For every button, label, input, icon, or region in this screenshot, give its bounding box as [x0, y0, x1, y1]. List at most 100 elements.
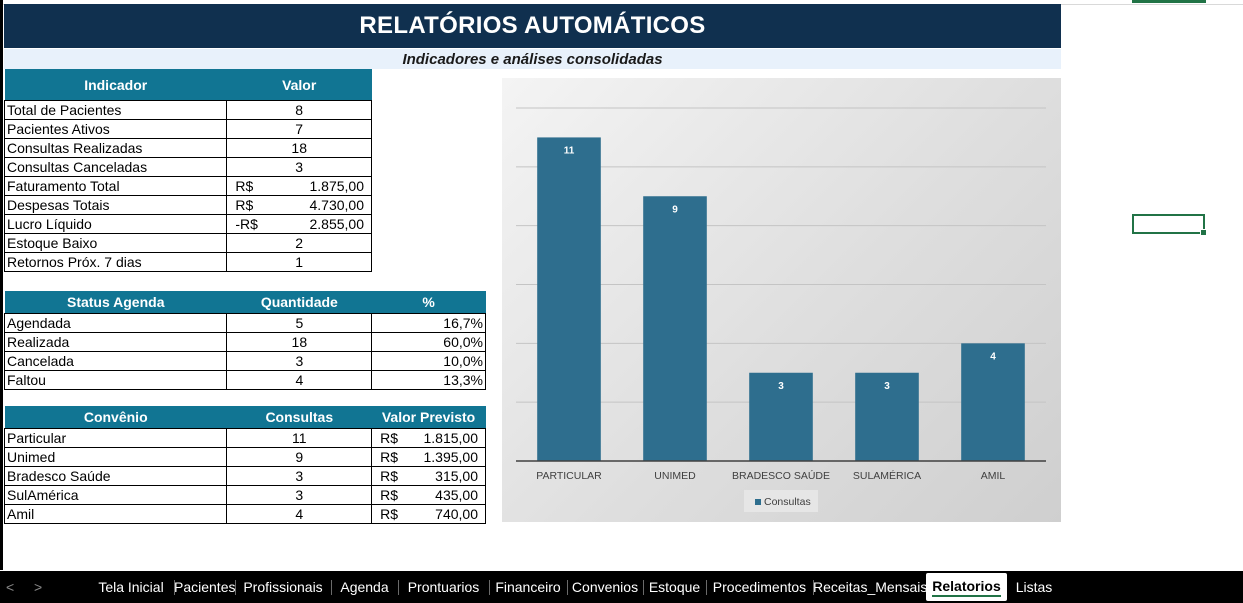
- sheet-tab-agenda[interactable]: Agenda: [331, 571, 398, 603]
- data-label: 3: [884, 381, 890, 392]
- x-tick-label: BRADESCO SAÚDE: [732, 469, 830, 482]
- sheet-tab-label: Financeiro: [495, 579, 561, 595]
- agenda-percent[interactable]: 13,3%: [371, 370, 486, 390]
- indicator-label[interactable]: Pacientes Ativos: [3, 119, 228, 139]
- header-valor-previsto[interactable]: Valor Previsto: [371, 406, 486, 429]
- chart-svg: 11 PARTICULAR 9 UNIMED 3 BRADESCO SAÚDE 3 SULAM…: [516, 107, 1046, 512]
- agenda-percent[interactable]: 16,7%: [371, 313, 486, 333]
- bar-amil: [961, 343, 1025, 461]
- indicator-label[interactable]: Consultas Canceladas: [3, 157, 228, 177]
- sheet-tab-label: Estoque: [648, 579, 701, 595]
- indicator-value[interactable]: 18: [226, 138, 372, 158]
- header-consultas[interactable]: Consultas: [226, 406, 372, 429]
- convenio-name[interactable]: Amil: [3, 504, 228, 524]
- consultas-chart[interactable]: 11 PARTICULAR 9 UNIMED 3 BRADESCO SAÚDE 3 SULAM…: [502, 78, 1061, 522]
- indicator-value[interactable]: 7: [226, 119, 372, 139]
- x-tick-label: PARTICULAR: [536, 470, 602, 482]
- money-amount: 4.730,00: [309, 197, 365, 213]
- agenda-quantity[interactable]: 4: [226, 370, 373, 390]
- active-cell-cursor[interactable]: [1132, 214, 1207, 236]
- currency-prefix: R$: [235, 178, 254, 194]
- sheet-tab-convenios[interactable]: Convenios: [567, 571, 643, 603]
- header-indicador[interactable]: Indicador: [4, 69, 227, 101]
- data-label: 3: [778, 381, 784, 392]
- header-status-agenda[interactable]: Status Agenda: [4, 291, 227, 314]
- indicator-money-cell[interactable]: -R$ 2.855,00: [226, 214, 372, 234]
- sheet-tab-pacientes[interactable]: Pacientes: [174, 571, 235, 603]
- agenda-row: Cancelada 3 10,0%: [3, 351, 486, 371]
- convenio-row: Unimed 9 R$ 1.395,00: [3, 447, 486, 467]
- row-header-edge: [0, 0, 3, 570]
- data-label: 9: [672, 204, 678, 215]
- convenio-header: Convênio Consultas Valor Previsto: [4, 406, 486, 429]
- x-tick-label: AMIL: [981, 470, 1006, 482]
- agenda-status[interactable]: Faltou: [3, 370, 228, 390]
- agenda-quantity[interactable]: 18: [226, 332, 373, 352]
- indicator-value[interactable]: 3: [226, 157, 372, 177]
- convenio-count[interactable]: 9: [226, 447, 373, 467]
- agenda-percent[interactable]: 10,0%: [371, 351, 486, 371]
- next-sheet-button[interactable]: >: [34, 579, 43, 595]
- convenio-count[interactable]: 11: [226, 428, 373, 448]
- indicator-label[interactable]: Retornos Próx. 7 dias: [3, 252, 228, 272]
- indicator-label[interactable]: Lucro Líquido: [3, 214, 228, 234]
- indicator-label[interactable]: Faturamento Total: [3, 176, 228, 196]
- indicator-label[interactable]: Total de Pacientes: [3, 100, 228, 120]
- sheet-tab-tela-inicial[interactable]: Tela Inicial: [88, 571, 174, 603]
- sheet-tab-procedimentos[interactable]: Procedimentos: [706, 571, 813, 603]
- indicator-value[interactable]: 8: [226, 100, 372, 120]
- sheet-tab-receitas-mensais[interactable]: Receitas_Mensais: [813, 571, 927, 603]
- convenio-row: Particular 11 R$ 1.815,00: [3, 428, 486, 448]
- header-convenio[interactable]: Convênio: [4, 406, 227, 429]
- sheet-tab-prontuarios[interactable]: Prontuarios: [398, 571, 489, 603]
- header-valor[interactable]: Valor: [226, 69, 372, 101]
- tab-separator: [567, 580, 568, 595]
- money-value: R$ 1.395,00: [374, 448, 483, 466]
- indicator-value[interactable]: 2: [226, 233, 372, 253]
- convenio-value-cell[interactable]: R$ 1.395,00: [371, 447, 486, 467]
- convenio-value-cell[interactable]: R$ 1.815,00: [371, 428, 486, 448]
- agenda-status[interactable]: Cancelada: [3, 351, 228, 371]
- tab-separator: [489, 580, 490, 595]
- data-label: 11: [564, 145, 575, 156]
- sheet-tab-label: Agenda: [340, 579, 389, 595]
- agenda-quantity[interactable]: 3: [226, 351, 373, 371]
- indicator-money-cell[interactable]: R$ 4.730,00: [226, 195, 372, 215]
- agenda-status[interactable]: Agendada: [3, 313, 228, 333]
- convenio-value-cell[interactable]: R$ 435,00: [371, 485, 486, 505]
- indicator-label[interactable]: Consultas Realizadas: [3, 138, 228, 158]
- sheet-tab-relatorios[interactable]: Relatorios: [926, 573, 1007, 601]
- sheet-tab-profissionais[interactable]: Profissionais: [235, 571, 331, 603]
- indicator-label[interactable]: Despesas Totais: [3, 195, 228, 215]
- x-tick-label: SULAMÉRICA: [853, 469, 921, 482]
- indicator-value[interactable]: 1: [226, 252, 372, 272]
- indicator-label[interactable]: Estoque Baixo: [3, 233, 228, 253]
- agenda-percent[interactable]: 60,0%: [371, 332, 486, 352]
- convenio-count[interactable]: 3: [226, 466, 373, 486]
- header-percent[interactable]: %: [371, 291, 486, 314]
- agenda-quantity[interactable]: 5: [226, 313, 373, 333]
- header-quantidade[interactable]: Quantidade: [226, 291, 372, 314]
- sheet-tab-label: Profissionais: [243, 579, 323, 595]
- sheet-tab-estoque[interactable]: Estoque: [643, 571, 706, 603]
- indicator-row: Consultas Canceladas 3: [3, 157, 372, 177]
- sheet-tab-listas[interactable]: Listas: [1007, 571, 1061, 603]
- convenio-name[interactable]: SulAmérica: [3, 485, 228, 505]
- convenio-count[interactable]: 3: [226, 485, 373, 505]
- report-subtitle: Indicadores e análises consolidadas: [4, 49, 1061, 69]
- sheet-tab-financeiro[interactable]: Financeiro: [489, 571, 567, 603]
- convenio-value-cell[interactable]: R$ 740,00: [371, 504, 486, 524]
- convenio-name[interactable]: Unimed: [3, 447, 228, 467]
- indicator-money-cell[interactable]: R$ 1.875,00: [226, 176, 372, 196]
- money-value: R$ 740,00: [374, 505, 483, 523]
- agenda-status[interactable]: Realizada: [3, 332, 228, 352]
- tab-separator: [398, 580, 399, 595]
- convenio-name[interactable]: Particular: [3, 428, 228, 448]
- prev-sheet-button[interactable]: <: [6, 579, 15, 595]
- convenio-value-cell[interactable]: R$ 315,00: [371, 466, 486, 486]
- fill-handle[interactable]: [1200, 229, 1207, 236]
- convenio-name[interactable]: Bradesco Saúde: [3, 466, 228, 486]
- sheet-tab-bar: < > Tela Inicial Pacientes Profissionais Ag…: [0, 571, 1243, 603]
- convenio-table: Convênio Consultas Valor Previsto Partic…: [3, 406, 486, 524]
- convenio-count[interactable]: 4: [226, 504, 373, 524]
